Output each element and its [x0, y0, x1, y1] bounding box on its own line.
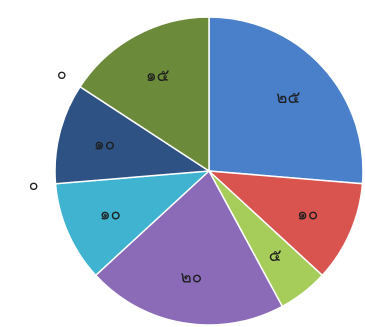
slice-label: ๑๕ — [146, 66, 170, 86]
slice-label: ๕ — [269, 246, 282, 266]
pie-slice — [79, 16, 210, 173]
pie-slice — [94, 169, 284, 326]
pie-slice — [208, 16, 364, 185]
pie-slices — [54, 16, 364, 326]
pie-slice — [54, 170, 212, 277]
slice-label: ๒๐ — [181, 267, 203, 287]
pie-slice — [54, 85, 212, 185]
slice-label: ๐ — [57, 64, 67, 83]
slice-label: ๑๐ — [94, 135, 115, 155]
slice-label: ๐ — [29, 175, 39, 194]
slice-label: ๑๐ — [297, 204, 318, 224]
slice-label: ๒๕ — [276, 88, 300, 108]
slice-label: ๑๐ — [100, 204, 121, 224]
pie-slice — [206, 170, 364, 277]
